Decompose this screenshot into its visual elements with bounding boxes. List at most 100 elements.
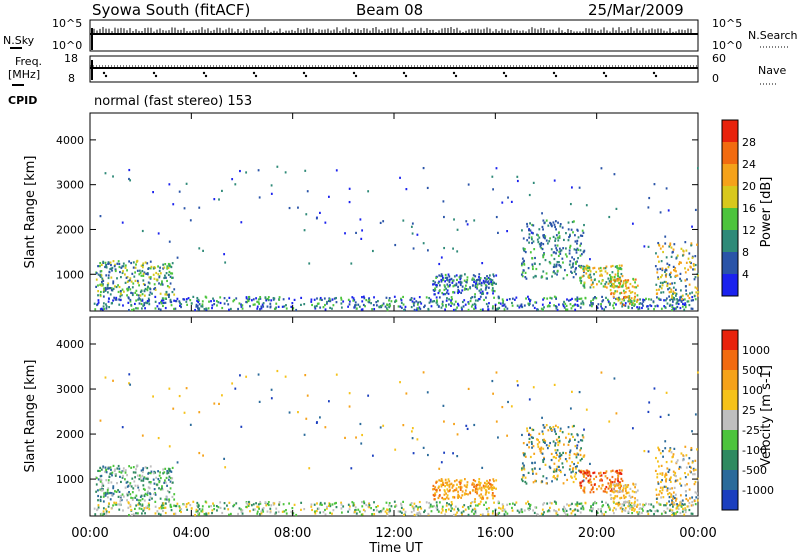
velocity-cell <box>611 487 614 490</box>
velocity-cell <box>402 508 405 511</box>
power-cell <box>228 308 230 311</box>
power-cell <box>189 219 192 222</box>
velocity-cell <box>578 390 581 394</box>
velocity-cell <box>142 467 145 470</box>
power-cell <box>541 275 544 278</box>
power-cell <box>479 295 482 298</box>
power-cell <box>628 302 631 305</box>
velocity-cell <box>453 422 455 426</box>
velocity-cell <box>198 411 201 414</box>
velocity-cell <box>141 434 144 437</box>
velocity-cell <box>144 492 147 495</box>
power-cell <box>303 229 306 232</box>
power-cell <box>613 292 616 295</box>
y-tick-label: 2000 <box>56 428 84 441</box>
power-cell <box>647 245 650 248</box>
velocity-cell <box>620 469 623 472</box>
power-cell <box>447 273 450 276</box>
velocity-cell <box>541 508 544 511</box>
power-cell <box>138 297 141 300</box>
nave-marker <box>402 71 406 75</box>
velocity-cell <box>454 505 457 508</box>
colorbar-tick-label: -25 <box>742 424 760 437</box>
power-cell <box>683 298 686 301</box>
power-cell <box>591 302 594 305</box>
power-cell <box>219 296 222 299</box>
velocity-cell <box>550 502 553 505</box>
power-cell <box>613 284 616 288</box>
power-cell <box>411 232 414 235</box>
power-cell <box>604 267 607 270</box>
velocity-cell <box>132 487 135 490</box>
velocity-cell <box>620 506 623 509</box>
velocity-cell <box>553 383 556 387</box>
velocity-cell <box>112 379 114 382</box>
power-cell <box>578 264 580 268</box>
velocity-cell <box>628 500 631 503</box>
velocity-cell <box>118 508 121 511</box>
power-cell <box>153 287 156 291</box>
velocity-cell <box>241 509 244 512</box>
velocity-cell <box>136 474 139 477</box>
velocity-cell <box>664 440 667 443</box>
velocity-cell <box>478 487 481 490</box>
power-cell <box>132 308 135 311</box>
time-xaxis: 00:00 04:00 08:00 12:00 16:00 20:00 00:00 <box>71 113 717 541</box>
nave-marker <box>504 74 508 78</box>
power-cell <box>327 299 330 303</box>
velocity-cell <box>203 512 206 516</box>
power-cell <box>583 283 586 286</box>
power-cell <box>550 297 553 300</box>
velocity-cell <box>641 507 644 510</box>
velocity-cell <box>612 512 615 515</box>
power-cell <box>613 173 616 176</box>
power-cell <box>440 306 443 309</box>
velocity-cell <box>129 505 132 508</box>
power-cell <box>555 234 558 237</box>
velocity-cell <box>685 494 688 497</box>
power-cell <box>618 267 620 270</box>
nave-marker <box>452 71 456 75</box>
velocity-cell <box>590 483 593 487</box>
power-cell <box>485 302 488 306</box>
velocity-cell <box>568 454 571 457</box>
power-cell <box>303 303 306 306</box>
velocity-cell <box>530 440 533 444</box>
velocity-cell <box>591 507 594 510</box>
power-cell <box>136 293 138 296</box>
power-cell <box>577 236 580 239</box>
power-cell <box>129 288 132 291</box>
power-cell <box>137 298 139 301</box>
power-cell <box>275 306 277 309</box>
velocity-cell <box>277 510 280 513</box>
velocity-cell <box>166 470 169 473</box>
power-cell <box>116 277 118 280</box>
velocity-cell <box>613 489 616 493</box>
velocity-cell <box>215 504 218 508</box>
power-cell <box>427 307 430 311</box>
power-cell <box>671 304 674 307</box>
velocity-cell <box>112 464 115 468</box>
velocity-cell <box>531 446 533 449</box>
velocity-cell <box>116 467 119 470</box>
power-cell <box>558 264 561 267</box>
power-cell <box>566 308 569 311</box>
velocity-cell <box>582 436 585 439</box>
power-cell <box>557 303 560 306</box>
power-cell <box>352 297 355 300</box>
velocity-cell <box>544 439 547 443</box>
power-cell <box>148 276 151 279</box>
velocity-cell <box>422 446 425 449</box>
velocity-cell <box>148 503 151 507</box>
velocity-cell <box>487 491 490 494</box>
power-cell <box>260 307 263 310</box>
velocity-cell <box>442 481 444 484</box>
velocity-cell <box>588 473 591 476</box>
velocity-cell <box>508 502 511 506</box>
velocity-cell <box>557 459 560 462</box>
velocity-cell <box>348 405 351 408</box>
power-cell <box>413 304 415 307</box>
power-cell <box>160 300 162 303</box>
velocity-cell <box>448 483 451 486</box>
power-cell <box>641 306 643 310</box>
